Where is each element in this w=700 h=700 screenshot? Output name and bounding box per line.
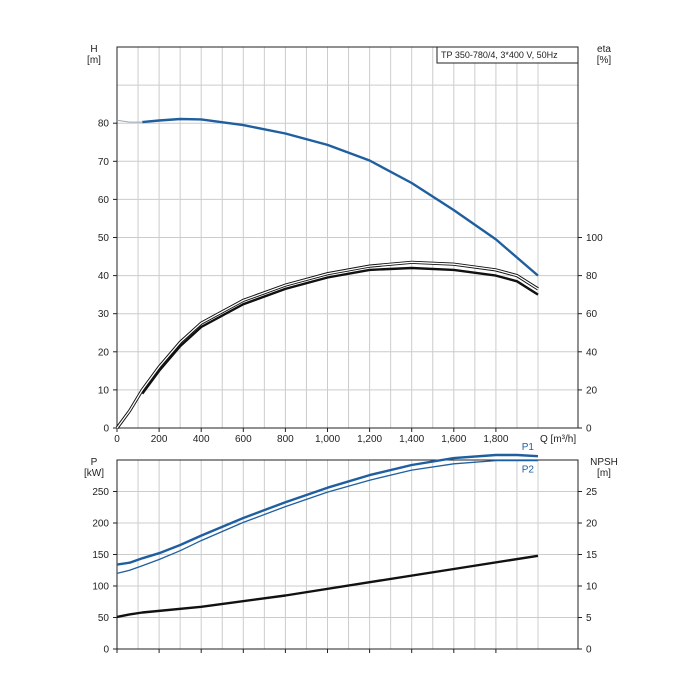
left-axis-tick-label: 250: [92, 487, 109, 498]
right-axis-tick-label: 10: [586, 582, 598, 593]
right-axis-tick-label: 0: [586, 645, 592, 656]
left-axis-tick-label: 0: [103, 645, 109, 656]
right-axis-label: eta: [597, 44, 611, 55]
left-axis-tick-label: 70: [98, 157, 110, 168]
right-axis-unit: [m]: [597, 468, 611, 479]
series-line-0: [142, 117, 539, 277]
left-axis-tick-label: 50: [98, 233, 110, 244]
left-axis-tick-label: 30: [98, 309, 110, 320]
left-axis-tick-label: 150: [92, 550, 109, 561]
right-axis-tick-label: 20: [586, 519, 598, 530]
power-npsh-plot: 0 50 100 150 200 250 0 5 10 15 20 25 P[kW] NPSH[m] P1 P…: [84, 442, 618, 655]
x-axis-tick-label: 600: [235, 434, 252, 445]
series-line-1: [116, 459, 538, 575]
left-axis-tick-label: 80: [98, 119, 110, 130]
series-line-3-inner: [116, 261, 539, 429]
left-axis-tick-label: 60: [98, 195, 110, 206]
chart-title-box: [436, 46, 579, 64]
x-axis-label: Q [m³/h]: [540, 434, 576, 445]
right-axis-tick-label: 80: [586, 271, 598, 282]
x-axis-tick-label: 1,800: [483, 434, 508, 445]
series-label-p1: P1: [522, 442, 535, 453]
series-line-2: [116, 554, 539, 619]
right-axis-label: NPSH: [590, 457, 618, 468]
left-axis-tick-label: 200: [92, 519, 109, 530]
head-efficiency-plot: 01020304050607080020406080100H[m]eta[%]0…: [87, 44, 611, 445]
right-axis-tick-label: 100: [586, 233, 603, 244]
left-axis-tick-label: 50: [98, 613, 110, 624]
right-axis-tick-label: 5: [586, 613, 592, 624]
right-axis-tick-label: 0: [586, 424, 592, 435]
right-axis-tick-label: 40: [586, 347, 598, 358]
right-axis-tick-label: 15: [586, 550, 598, 561]
x-axis-tick-label: 800: [277, 434, 294, 445]
x-axis-tick-label: 1,200: [357, 434, 382, 445]
left-axis-tick-label: 20: [98, 347, 110, 358]
left-axis-unit: [kW]: [84, 468, 104, 479]
x-axis-tick-label: 1,400: [399, 434, 424, 445]
chart-title: TP 350-780/4, 3*400 V, 50Hz: [441, 50, 558, 60]
right-axis-tick-label: 20: [586, 385, 598, 396]
x-axis-tick-label: 1,000: [315, 434, 340, 445]
series-label-p2: P2: [522, 465, 535, 476]
x-axis-tick-label: 0: [114, 434, 120, 445]
left-axis-label: P: [91, 457, 98, 468]
left-axis-tick-label: 0: [103, 424, 109, 435]
right-axis-tick-label: 25: [586, 487, 598, 498]
x-axis-tick-label: 400: [193, 434, 210, 445]
right-axis-unit: [%]: [597, 55, 612, 66]
left-axis-tick-label: 10: [98, 385, 110, 396]
series-line-2: [141, 266, 539, 395]
series-line-0: [116, 453, 539, 566]
x-axis-tick-label: 200: [151, 434, 168, 445]
left-axis-tick-label: 100: [92, 582, 109, 593]
left-axis-tick-label: 40: [98, 271, 110, 282]
right-axis-tick-label: 60: [586, 309, 598, 320]
left-axis-label: H: [90, 44, 97, 55]
series-line-1: [116, 119, 143, 123]
left-axis-unit: [m]: [87, 55, 101, 66]
x-axis-tick-label: 1,600: [441, 434, 466, 445]
